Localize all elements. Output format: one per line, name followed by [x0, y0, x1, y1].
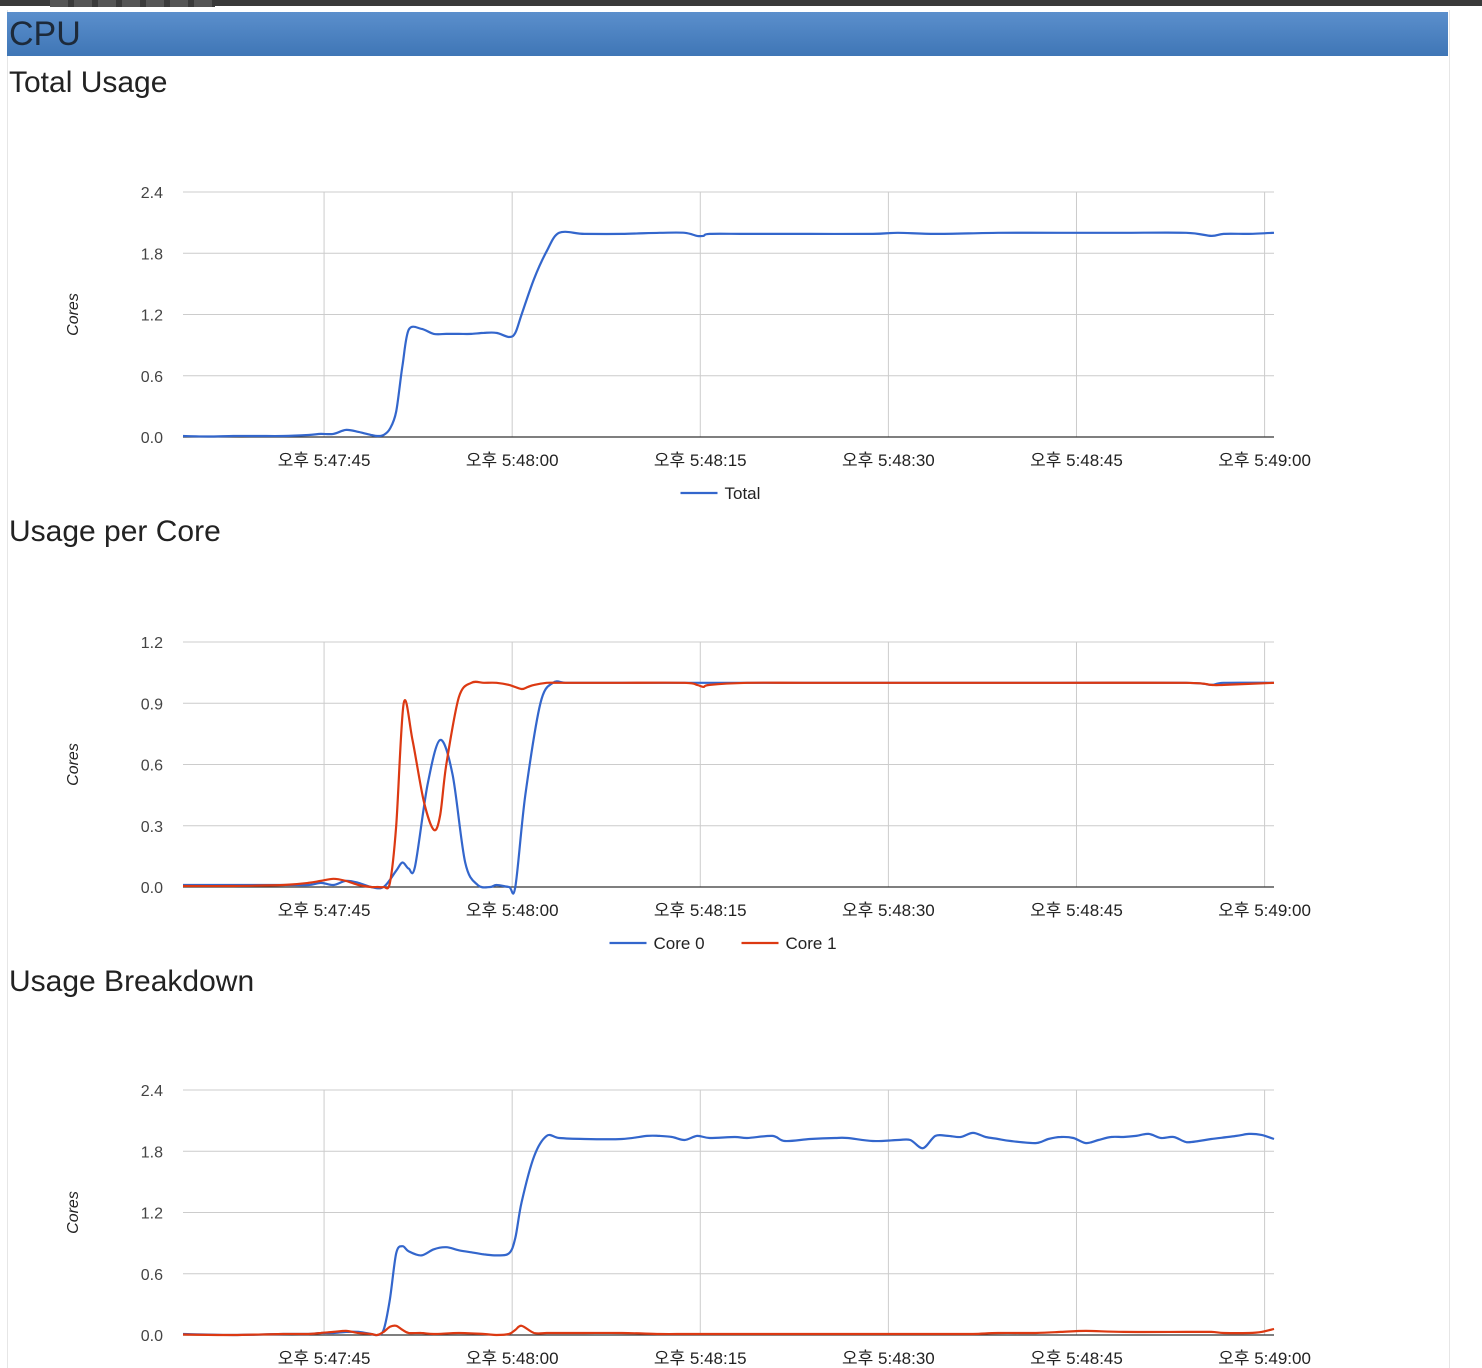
x-tick-label: 오후 5:48:00 — [466, 901, 559, 920]
legend-item-core-1[interactable]: Core 1 — [741, 934, 837, 953]
x-tick-label: 오후 5:49:00 — [1218, 451, 1311, 470]
x-tick-label: 오후 5:48:15 — [654, 1349, 747, 1368]
y-tick-label: 1.2 — [141, 635, 163, 652]
x-tick-label: 오후 5:48:00 — [466, 451, 559, 470]
y-axis-title: Cores — [65, 743, 82, 786]
y-tick-label: 1.2 — [141, 1206, 163, 1223]
browser-tab-strip — [50, 0, 215, 7]
usage-per-core-chart: 0.0 0.3 0.6 0.9 1.2 오후 5:47:45 오후 5:48:00 오후 5:… — [65, 635, 1311, 953]
usage-breakdown-chart: 0.0 0.6 1.2 1.8 2.4 오후 5:47:45 오후 5:48:00 오후 5:… — [65, 1083, 1311, 1368]
x-tick-label: 오후 5:49:00 — [1218, 1349, 1311, 1368]
x-tick-label: 오후 5:48:45 — [1030, 901, 1123, 920]
y-tick-label: 2.4 — [141, 1083, 163, 1100]
y-tick-label: 0.6 — [141, 1267, 163, 1284]
total-usage-chart: 0.0 0.6 1.2 1.8 2.4 오후 5:47:45 오후 5:48:00 오후 5:… — [65, 185, 1311, 503]
y-tick-label: 0.0 — [141, 1328, 163, 1345]
y-tick-label: 0.6 — [141, 369, 163, 386]
y-axis-title: Cores — [65, 1191, 82, 1234]
y-tick-label: 1.8 — [141, 1144, 163, 1161]
y-axis-title: Cores — [65, 293, 82, 336]
y-tick-label: 0.6 — [141, 758, 163, 775]
x-tick-label: 오후 5:47:45 — [278, 451, 371, 470]
y-tick-label: 0.9 — [141, 696, 163, 713]
x-tick-label: 오후 5:48:15 — [654, 901, 747, 920]
y-tick-label: 1.2 — [141, 308, 163, 325]
x-tick-label: 오후 5:48:30 — [842, 901, 935, 920]
series-line-series-1 — [182, 1324, 1275, 1337]
y-tick-label: 1.8 — [141, 246, 163, 263]
browser-top-bar — [0, 0, 1482, 6]
legend-item-total[interactable]: Total — [680, 484, 761, 503]
chart-title-usage-per-core: Usage per Core — [9, 515, 221, 548]
x-tick-label: 오후 5:47:45 — [278, 1349, 371, 1368]
chart-title-total-usage: Total Usage — [9, 66, 168, 99]
y-tick-label: 0.0 — [141, 880, 163, 897]
legend-item-core-0[interactable]: Core 0 — [609, 934, 705, 953]
x-tick-label: 오후 5:48:30 — [842, 1349, 935, 1368]
y-tick-label: 0.3 — [141, 819, 163, 836]
x-tick-label: 오후 5:49:00 — [1218, 901, 1311, 920]
series-line-total — [182, 230, 1275, 438]
legend-label: Core 1 — [786, 934, 837, 953]
content-frame — [7, 10, 1450, 1368]
x-tick-label: 오후 5:48:15 — [654, 451, 747, 470]
x-tick-label: 오후 5:47:45 — [278, 901, 371, 920]
series-line-core-0 — [183, 680, 1275, 895]
series-line-core-1 — [182, 680, 1275, 890]
series-line-series-0 — [182, 1131, 1275, 1337]
x-tick-label: 오후 5:48:45 — [1030, 1349, 1123, 1368]
y-tick-label: 0.0 — [141, 430, 163, 447]
legend-label: Core 0 — [654, 934, 705, 953]
section-header-cpu: CPU — [7, 12, 1448, 56]
x-tick-label: 오후 5:48:30 — [842, 451, 935, 470]
x-tick-label: 오후 5:48:45 — [1030, 451, 1123, 470]
legend-label: Total — [725, 484, 761, 503]
x-tick-label: 오후 5:48:00 — [466, 1349, 559, 1368]
y-tick-label: 2.4 — [141, 185, 163, 202]
chart-title-usage-breakdown: Usage Breakdown — [9, 965, 255, 998]
